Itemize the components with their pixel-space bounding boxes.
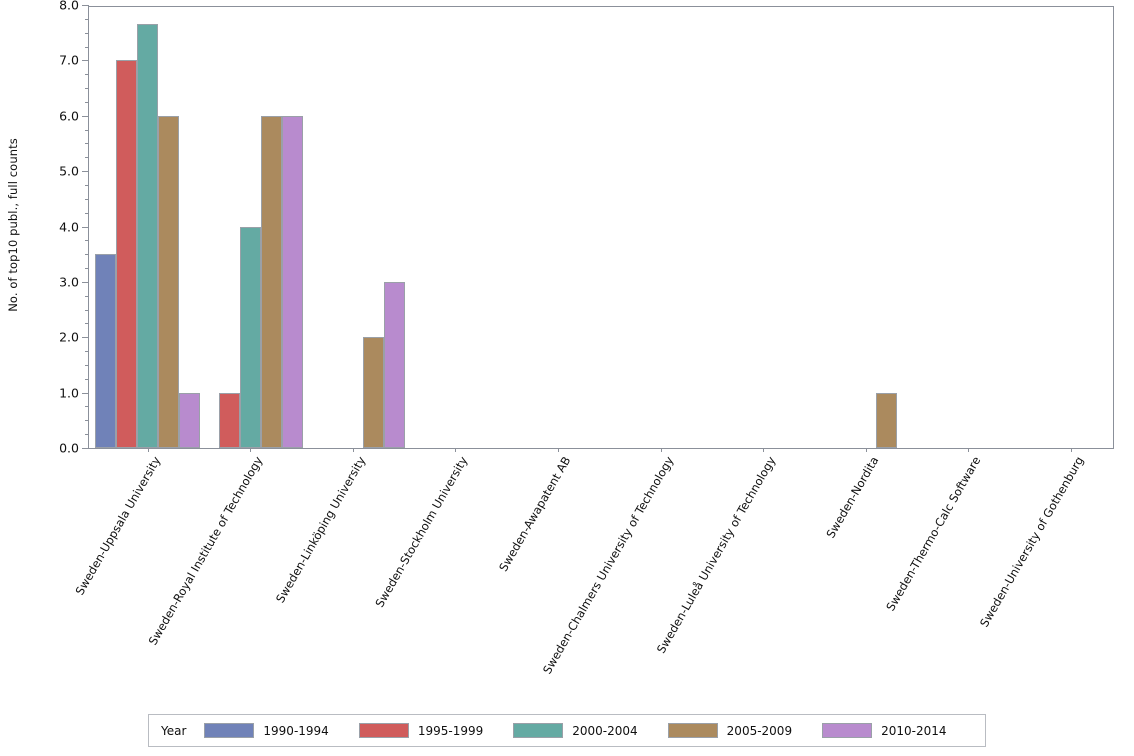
legend-entry[interactable]: 2000-2004 bbox=[513, 723, 638, 738]
y-tick-mark-minor bbox=[85, 378, 89, 380]
y-tick-mark-minor bbox=[85, 88, 89, 90]
x-axis-label: Sweden-Uppsala University bbox=[71, 454, 163, 598]
legend-entry[interactable]: 1995-1999 bbox=[358, 723, 484, 738]
y-tick-mark bbox=[82, 60, 89, 62]
bar[interactable] bbox=[158, 115, 179, 448]
legend-label: 2000-2004 bbox=[572, 723, 638, 738]
y-tick-label: 5.0 bbox=[59, 163, 79, 179]
bar[interactable] bbox=[116, 60, 137, 448]
y-tick-label: 7.0 bbox=[59, 52, 79, 68]
y-tick-mark-minor bbox=[85, 351, 89, 353]
x-tick-mark bbox=[557, 448, 559, 452]
y-tick-mark bbox=[82, 392, 89, 394]
x-axis-label: Sweden-Chalmers University of Technology bbox=[539, 454, 676, 677]
y-tick-mark-minor bbox=[85, 254, 89, 256]
y-tick-mark-minor bbox=[85, 309, 89, 311]
bar[interactable] bbox=[137, 24, 158, 448]
y-tick-label: 8.0 bbox=[59, 0, 79, 13]
y-tick-mark bbox=[82, 115, 89, 117]
bar[interactable] bbox=[239, 226, 261, 448]
legend-color-swatch bbox=[822, 723, 873, 738]
bar[interactable] bbox=[876, 392, 898, 448]
legend-color-swatch bbox=[358, 723, 409, 738]
bar[interactable] bbox=[363, 337, 385, 448]
legend-label: 2010-2014 bbox=[881, 723, 947, 738]
x-axis-label: Sweden-University of Gothenburg bbox=[976, 454, 1087, 630]
x-tick-mark bbox=[660, 448, 662, 452]
y-tick-mark bbox=[82, 281, 89, 283]
x-tick-mark bbox=[1070, 448, 1072, 452]
x-tick-mark bbox=[455, 448, 457, 452]
y-tick-mark bbox=[82, 337, 89, 339]
y-tick-mark-minor bbox=[85, 295, 89, 297]
y-tick-mark-minor bbox=[85, 101, 89, 103]
legend-entry[interactable]: 1990-1994 bbox=[204, 723, 329, 738]
legend-title: Year bbox=[161, 723, 187, 738]
x-axis-label: Sweden-Linköping University bbox=[272, 454, 369, 606]
y-tick-mark bbox=[82, 448, 89, 449]
y-axis-title-text: No. of top10 publ., full counts bbox=[6, 138, 20, 312]
bar[interactable] bbox=[281, 115, 303, 448]
y-tick-mark-minor bbox=[85, 434, 89, 436]
x-axis-category-labels: Sweden-Uppsala University Sweden-Royal In… bbox=[72, 449, 1114, 704]
y-tick-mark-minor bbox=[85, 406, 89, 408]
y-tick-mark-minor bbox=[85, 268, 89, 270]
y-tick-mark-minor bbox=[85, 129, 89, 131]
bar[interactable] bbox=[260, 115, 282, 448]
y-tick-label: 0.0 bbox=[59, 440, 79, 456]
y-tick-mark-minor bbox=[85, 18, 89, 20]
bar[interactable] bbox=[384, 281, 406, 448]
y-tick-mark bbox=[82, 171, 89, 173]
x-axis-label: Sweden-Luleå University of Technology bbox=[653, 454, 779, 656]
x-tick-mark bbox=[147, 448, 149, 452]
y-tick-mark-minor bbox=[85, 323, 89, 325]
legend-label: 2005-2009 bbox=[726, 723, 793, 738]
y-tick-mark-minor bbox=[85, 74, 89, 76]
x-tick-mark bbox=[763, 448, 765, 452]
x-tick-mark bbox=[968, 448, 970, 452]
y-tick-mark-minor bbox=[85, 143, 89, 145]
y-tick-mark-minor bbox=[85, 240, 89, 242]
x-axis-label: Sweden-Nordita bbox=[823, 454, 882, 541]
y-tick-mark bbox=[82, 226, 89, 228]
y-tick-mark-minor bbox=[85, 46, 89, 48]
legend-color-swatch bbox=[667, 723, 718, 738]
y-tick-label: 2.0 bbox=[59, 329, 79, 345]
x-tick-mark bbox=[250, 448, 252, 452]
y-tick-label: 6.0 bbox=[59, 108, 79, 124]
bar[interactable] bbox=[179, 392, 200, 448]
legend-color-swatch bbox=[204, 723, 255, 738]
x-tick-mark bbox=[865, 448, 867, 452]
legend-entry[interactable]: 2010-2014 bbox=[822, 723, 947, 738]
y-tick-label: 1.0 bbox=[59, 385, 79, 401]
y-tick-mark-minor bbox=[85, 157, 89, 159]
x-axis-label: Sweden-Thermo-Calc Software bbox=[883, 454, 984, 614]
x-axis-label: Sweden-Royal Institute of Technology bbox=[145, 454, 266, 648]
y-tick-mark-minor bbox=[85, 184, 89, 186]
legend-label: 1995-1999 bbox=[417, 723, 484, 738]
legend-entry[interactable]: 2005-2009 bbox=[667, 723, 793, 738]
y-tick-mark-minor bbox=[85, 212, 89, 214]
y-tick-mark-minor bbox=[85, 32, 89, 34]
y-tick-label: 3.0 bbox=[59, 274, 79, 290]
y-tick-mark-minor bbox=[85, 364, 89, 366]
bar[interactable] bbox=[218, 392, 240, 448]
y-tick-label: 4.0 bbox=[59, 219, 79, 234]
legend-label: 1990-1994 bbox=[263, 723, 329, 738]
plot-area: 0.0 1.0 2.0 3.0 4.0 5.0 6.0 7.0 8.0 bbox=[59, 0, 1114, 456]
bar[interactable] bbox=[95, 254, 116, 448]
x-tick-mark bbox=[352, 448, 354, 452]
legend-color-swatch bbox=[513, 723, 564, 738]
x-axis-label: Sweden-Awapatent AB bbox=[495, 454, 574, 574]
y-tick-mark bbox=[82, 5, 89, 6]
x-axis-label: Sweden-Stockholm University bbox=[372, 454, 471, 610]
y-axis-title: No. of top10 publ., full counts bbox=[0, 0, 26, 450]
y-tick-mark-minor bbox=[85, 198, 89, 200]
y-tick-mark-minor bbox=[85, 420, 89, 422]
chart-legend[interactable]: Year 1990-1994 1995-1999 2000-2004 2005-200… bbox=[148, 714, 986, 747]
legend-entries: 1990-1994 1995-1999 2000-2004 2005-2009 2010… bbox=[204, 723, 976, 738]
